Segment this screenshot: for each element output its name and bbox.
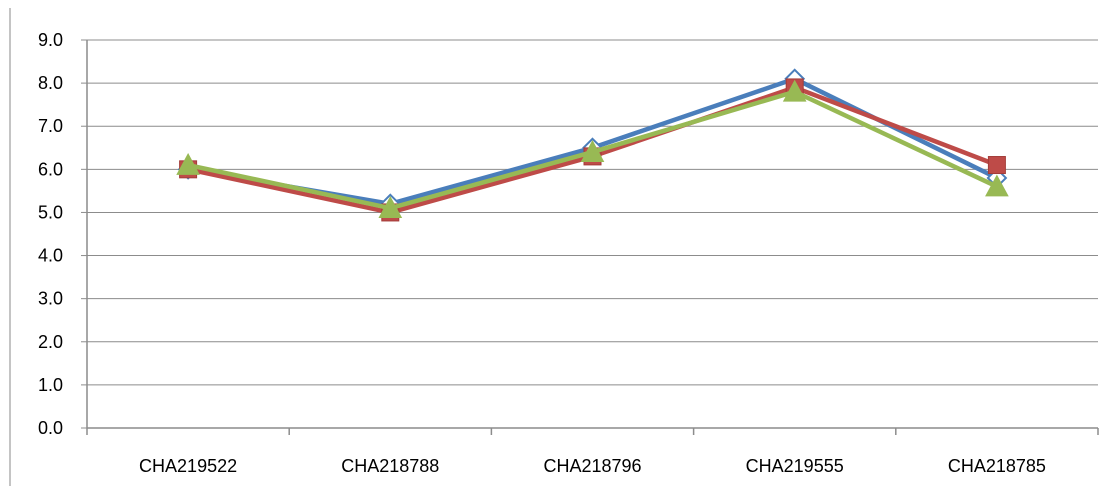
y-tick-label: 8.0	[38, 73, 63, 93]
y-tick-label: 9.0	[38, 30, 63, 50]
x-tick-label: CHA219522	[139, 456, 237, 476]
series-3	[176, 79, 1009, 218]
y-tick-label: 6.0	[38, 159, 63, 179]
y-tick-label: 5.0	[38, 202, 63, 222]
x-axis-tick-labels: CHA219522 CHA218788 CHA218796 CHA219555 CHA2…	[139, 456, 1046, 476]
y-tick-label: 0.0	[38, 418, 63, 438]
data-point-marker	[987, 156, 1006, 175]
data-point-marker	[985, 174, 1009, 197]
y-axis-tick-labels: 0.0 1.0 2.0 3.0 4.0 5.0 6.0 7.0 8.0 9.0	[38, 30, 63, 438]
data-point-marker	[176, 152, 200, 175]
y-tick-label: 1.0	[38, 375, 63, 395]
series-layer	[176, 68, 1009, 222]
x-tick-label: CHA218796	[543, 456, 641, 476]
x-axis	[86, 40, 1099, 435]
gridlines	[81, 39, 1098, 429]
y-tick-label: 3.0	[38, 289, 63, 309]
y-tick-label: 4.0	[38, 246, 63, 266]
y-tick-label: 7.0	[38, 116, 63, 136]
data-point-marker	[782, 79, 807, 102]
x-tick-label: CHA219555	[746, 456, 844, 476]
data-point-marker	[378, 196, 403, 218]
x-tick-label: CHA218788	[341, 456, 439, 476]
x-tick-label: CHA218785	[948, 456, 1046, 476]
data-point-marker	[580, 140, 605, 162]
y-tick-label: 2.0	[38, 332, 63, 352]
